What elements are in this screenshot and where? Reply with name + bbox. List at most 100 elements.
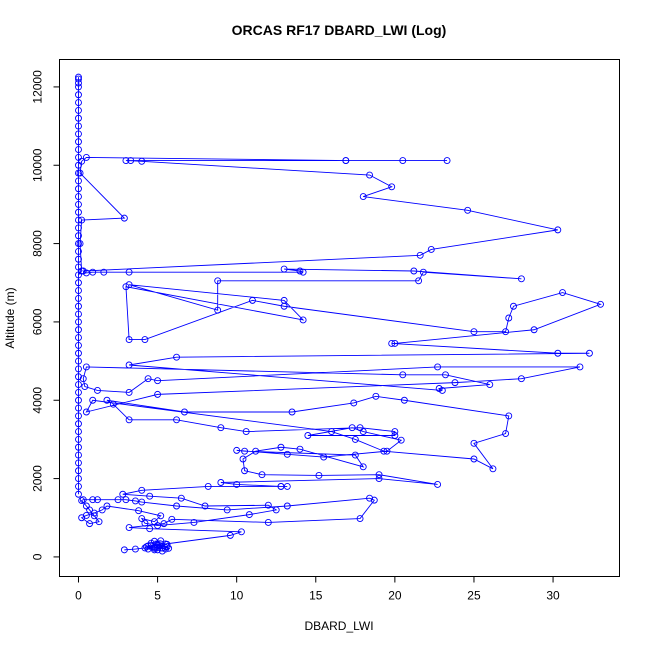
data-point bbox=[233, 481, 241, 488]
y-tick-label: 2000 bbox=[31, 465, 45, 492]
data-point bbox=[75, 255, 82, 263]
data-point bbox=[162, 540, 169, 548]
chart-title: ORCAS RF17 DBARD_LWI (Log) bbox=[232, 22, 447, 38]
data-point bbox=[356, 515, 364, 522]
data-point bbox=[173, 416, 181, 424]
data-point bbox=[277, 482, 285, 490]
data-point bbox=[351, 435, 359, 443]
data-point bbox=[397, 436, 405, 444]
data-point bbox=[375, 471, 383, 479]
data-point bbox=[138, 157, 146, 165]
data-point bbox=[138, 486, 146, 494]
y-tick-label: 0 bbox=[31, 553, 45, 560]
data-point bbox=[75, 388, 82, 396]
data-point bbox=[75, 326, 82, 334]
data-point bbox=[391, 428, 399, 436]
data-point bbox=[75, 75, 82, 83]
x-tick-label: 15 bbox=[309, 589, 323, 603]
data-point bbox=[122, 157, 130, 165]
data-point bbox=[75, 357, 82, 365]
data-point bbox=[160, 520, 168, 528]
data-point bbox=[399, 157, 407, 165]
data-point bbox=[141, 519, 149, 527]
data-point bbox=[89, 496, 97, 504]
x-tick-label: 20 bbox=[388, 589, 402, 603]
data-point bbox=[181, 408, 188, 416]
data-point bbox=[410, 267, 418, 275]
data-point bbox=[103, 396, 111, 404]
data-point bbox=[154, 546, 162, 554]
data-point bbox=[75, 240, 82, 248]
data-point bbox=[75, 396, 82, 404]
data-point bbox=[75, 490, 82, 498]
data-point bbox=[75, 349, 82, 357]
data-point bbox=[75, 185, 82, 193]
data-point bbox=[351, 451, 359, 459]
data-point bbox=[280, 296, 288, 304]
data-point bbox=[252, 447, 260, 455]
data-point bbox=[388, 340, 396, 347]
x-tick-label: 30 bbox=[546, 589, 560, 603]
data-point bbox=[304, 432, 312, 439]
data-point bbox=[434, 481, 442, 488]
data-point bbox=[75, 443, 82, 451]
data-point bbox=[75, 263, 82, 271]
data-point bbox=[502, 328, 510, 336]
data-point bbox=[530, 326, 538, 334]
data-point bbox=[86, 506, 94, 514]
y-tick-label: 12000 bbox=[31, 70, 45, 104]
data-point bbox=[75, 318, 82, 326]
data-point bbox=[438, 387, 446, 394]
data-point bbox=[144, 375, 152, 383]
data-point bbox=[75, 341, 82, 349]
data-point bbox=[241, 467, 249, 475]
data-point bbox=[280, 265, 288, 273]
y-tick-label: 4000 bbox=[31, 387, 45, 414]
data-point bbox=[146, 492, 154, 500]
data-point bbox=[75, 193, 82, 201]
data-point bbox=[75, 482, 82, 490]
data-point bbox=[109, 400, 117, 408]
data-point bbox=[217, 479, 225, 486]
x-tick-label: 25 bbox=[467, 589, 481, 603]
data-point bbox=[272, 506, 280, 514]
data-series bbox=[75, 73, 604, 555]
data-point bbox=[442, 371, 449, 379]
data-point bbox=[89, 396, 97, 404]
data-point bbox=[75, 224, 82, 232]
data-point bbox=[315, 472, 323, 479]
data-point bbox=[283, 450, 291, 458]
data-point bbox=[366, 171, 374, 179]
data-point bbox=[277, 443, 285, 451]
data-point bbox=[356, 424, 364, 432]
data-point bbox=[239, 455, 247, 463]
data-point bbox=[75, 83, 82, 91]
data-point bbox=[158, 547, 166, 555]
data-point bbox=[100, 268, 108, 276]
data-point bbox=[75, 420, 82, 428]
data-point bbox=[146, 525, 154, 533]
data-point bbox=[214, 306, 222, 314]
data-point bbox=[75, 451, 82, 459]
series-line bbox=[78, 77, 602, 552]
data-point bbox=[75, 404, 82, 412]
data-point bbox=[75, 247, 82, 255]
data-point bbox=[94, 496, 101, 504]
y-axis-label: Altitude (m) bbox=[3, 287, 17, 348]
data-point bbox=[75, 114, 82, 122]
data-point bbox=[75, 310, 82, 318]
data-point bbox=[75, 232, 82, 240]
data-point bbox=[75, 287, 82, 295]
data-point bbox=[217, 424, 225, 432]
data-point bbox=[120, 214, 128, 222]
data-point bbox=[154, 522, 162, 530]
data-point bbox=[223, 506, 231, 514]
x-tick-label: 0 bbox=[75, 589, 82, 603]
data-point bbox=[464, 206, 472, 214]
plot-frame bbox=[59, 59, 620, 577]
data-point bbox=[119, 490, 127, 498]
data-point bbox=[201, 502, 209, 510]
data-point bbox=[399, 371, 407, 379]
data-point bbox=[125, 524, 133, 531]
y-axis: 0 2000 4000 6000 8000 10000 12000 bbox=[31, 70, 60, 560]
